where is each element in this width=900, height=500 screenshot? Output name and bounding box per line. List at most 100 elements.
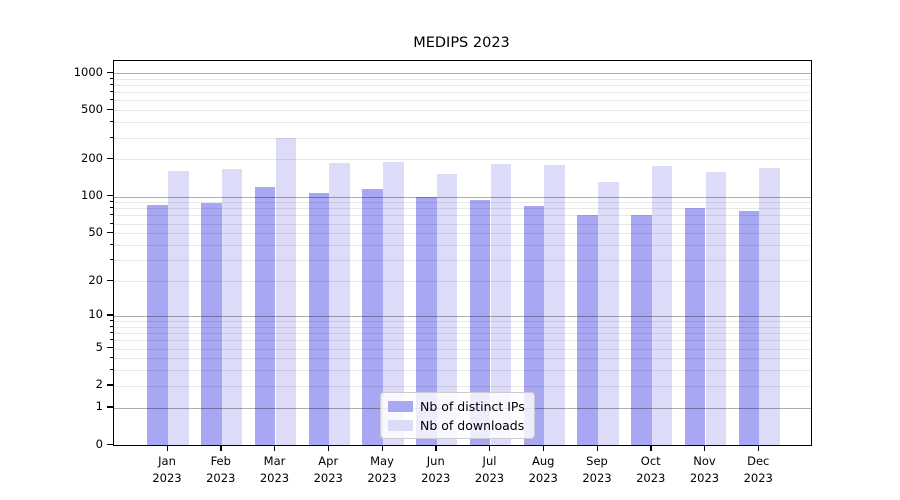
bar-distinct-ips-sep (577, 215, 598, 445)
y-minor-tick-mark (110, 339, 113, 341)
minor-gridline (114, 348, 811, 350)
minor-gridline (114, 385, 811, 387)
y-tick-mark (107, 157, 113, 160)
bar-downloads-apr (329, 163, 350, 445)
minor-gridline (114, 358, 811, 360)
bar-downloads-may (383, 161, 404, 445)
y-tick-label: 500 (81, 101, 103, 116)
y-tick-mark (107, 279, 113, 281)
bar-distinct-ips-apr (308, 193, 330, 445)
bar-downloads-nov (705, 172, 727, 445)
bar-distinct-ips-feb (201, 203, 222, 445)
y-minor-tick-mark (110, 259, 113, 261)
y-tick-label: 50 (88, 224, 103, 239)
y-tick-mark (107, 195, 113, 197)
x-tick-label-jul: Jul 2023 (474, 454, 505, 485)
legend-item-distinct-ips: Nb of distinct IPs (388, 398, 525, 414)
minor-gridline (114, 370, 811, 372)
bar-downloads-jan (168, 171, 189, 445)
y-minor-tick-mark (110, 121, 113, 123)
bar-downloads-jun (436, 174, 458, 445)
y-minor-tick-mark (110, 214, 113, 216)
bar-distinct-ips-may (362, 189, 383, 445)
minor-gridline (114, 159, 811, 161)
y-minor-tick-mark (110, 244, 113, 246)
bar-downloads-jul (490, 163, 512, 445)
x-tick-label-mar: Mar 2023 (259, 454, 290, 485)
legend-label-downloads: Nb of downloads (420, 417, 525, 433)
minor-gridline (114, 110, 811, 112)
bar-distinct-ips-nov (684, 207, 706, 445)
x-tick-mark (704, 445, 706, 451)
legend-swatch-downloads (388, 419, 413, 431)
x-tick-mark (596, 445, 598, 451)
y-tick-mark (107, 443, 113, 445)
minor-gridline (114, 85, 811, 86)
y-minor-tick-mark (110, 77, 113, 79)
legend-item-downloads: Nb of downloads (388, 417, 525, 433)
x-tick-label-oct: Oct 2023 (636, 454, 666, 485)
minor-gridline (114, 100, 811, 102)
bar-downloads-feb (221, 168, 243, 445)
x-tick-label-dec: Dec 2023 (743, 454, 773, 485)
minor-gridline (114, 281, 811, 283)
bar-downloads-mar (275, 137, 297, 445)
x-tick-mark (274, 445, 276, 451)
y-minor-tick-mark (110, 207, 113, 209)
y-tick-label: 200 (81, 150, 103, 165)
y-minor-tick-mark (110, 222, 113, 224)
bar-distinct-ips-jun (416, 196, 437, 445)
major-gridline (114, 73, 811, 74)
x-tick-mark (220, 445, 222, 451)
y-tick-label: 1 (95, 399, 103, 414)
y-tick-mark (107, 108, 113, 111)
x-tick-mark (327, 445, 330, 451)
minor-gridline (114, 78, 811, 80)
minor-gridline (114, 92, 811, 94)
legend-label-distinct-ips: Nb of distinct IPs (420, 398, 525, 414)
x-tick-mark (489, 445, 491, 451)
minor-gridline (114, 122, 811, 124)
y-minor-tick-mark (110, 357, 113, 359)
y-tick-label: 20 (88, 272, 103, 287)
minor-gridline (114, 260, 811, 262)
y-minor-tick-mark (110, 91, 113, 93)
y-minor-tick-mark (110, 84, 113, 85)
x-tick-label-nov: Nov 2023 (689, 454, 720, 485)
y-tick-label: 100 (81, 188, 103, 202)
y-tick-label: 5 (95, 340, 103, 355)
y-tick-label: 1000 (73, 64, 103, 79)
plot-area: Nb of distinct IPs Nb of downloads (113, 60, 812, 446)
minor-gridline (114, 233, 811, 235)
minor-gridline (114, 137, 811, 139)
x-tick-label-jan: Jan 2023 (152, 454, 182, 485)
y-tick-mark (107, 231, 113, 234)
legend: Nb of distinct IPs Nb of downloads (380, 392, 535, 439)
y-minor-tick-mark (110, 99, 113, 101)
bar-distinct-ips-dec (738, 211, 760, 445)
bar-distinct-ips-jan (147, 205, 168, 445)
minor-gridline (114, 333, 811, 335)
y-tick-mark (107, 384, 113, 386)
x-tick-mark (542, 445, 545, 451)
x-tick-label-sep: Sep 2023 (582, 454, 612, 485)
minor-gridline (114, 223, 811, 225)
y-tick-mark (107, 406, 113, 408)
x-tick-mark (757, 445, 760, 451)
legend-swatch-distinct-ips (388, 400, 413, 412)
y-minor-tick-mark (110, 325, 113, 327)
bar-downloads-oct (651, 165, 673, 445)
x-tick-label-may: May 2023 (367, 454, 397, 485)
y-minor-tick-mark (110, 369, 113, 371)
y-tick-mark (107, 314, 113, 316)
x-tick-mark (650, 445, 652, 451)
bar-distinct-ips-jul (469, 199, 491, 445)
y-minor-tick-mark (110, 136, 113, 138)
bar-distinct-ips-mar (254, 186, 276, 445)
y-tick-mark (107, 347, 113, 349)
bar-downloads-dec (759, 167, 780, 445)
bar-distinct-ips-aug (523, 206, 545, 445)
x-tick-label-apr: Apr 2023 (313, 454, 343, 485)
bar-downloads-aug (544, 165, 565, 445)
